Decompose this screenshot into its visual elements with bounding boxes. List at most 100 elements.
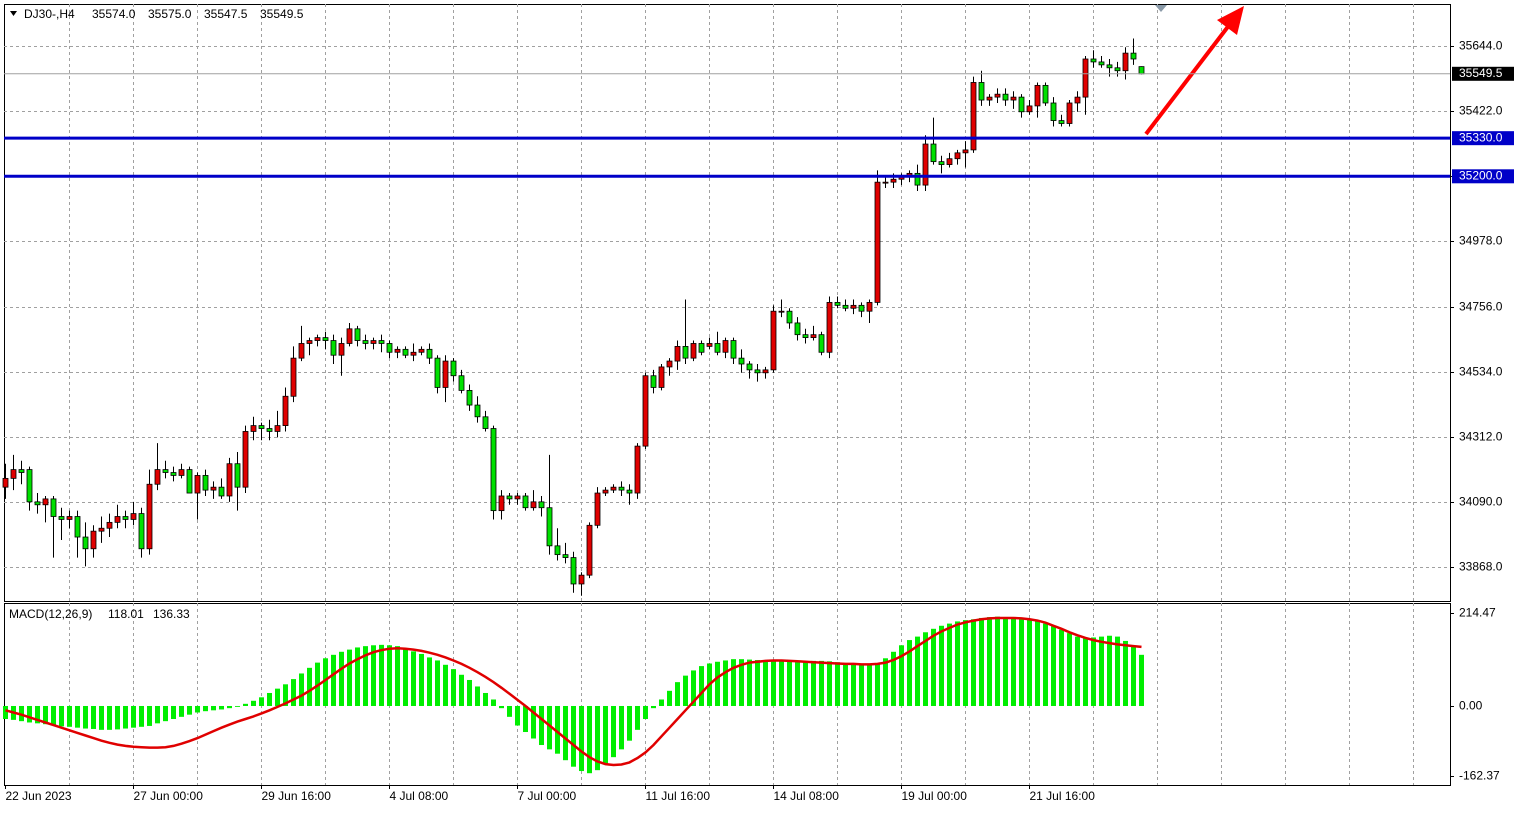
macd-bar: [1099, 636, 1104, 706]
macd-title: MACD(12,26,9): [9, 607, 92, 621]
y-tick-label: 35422.0: [1459, 104, 1503, 118]
macd-bar: [715, 661, 720, 706]
macd-bar: [187, 705, 192, 715]
candle-body: [978, 82, 985, 101]
candle-body: [530, 501, 537, 509]
macd-bar: [1139, 654, 1144, 706]
macd-bar: [643, 705, 648, 719]
macd-bar: [827, 661, 832, 706]
candle-body: [546, 507, 553, 547]
macd-bar: [851, 663, 856, 706]
macd-bar: [1003, 617, 1008, 706]
macd-bar: [835, 662, 840, 706]
candle-body: [498, 495, 505, 512]
candle-body: [762, 369, 769, 374]
y-tick-label: 214.47: [1459, 606, 1496, 620]
candle-body: [666, 360, 673, 368]
header-low: 35547.5: [204, 7, 248, 21]
macd-bar: [1051, 626, 1056, 706]
macd-bar: [987, 617, 992, 706]
candle-body: [394, 348, 401, 353]
macd-bar: [51, 705, 56, 726]
candle-body: [994, 93, 1001, 98]
candle-body: [322, 337, 329, 341]
candle-body: [642, 375, 649, 447]
x-tick-label: 27 Jun 00:00: [134, 789, 204, 803]
macd-bar: [1067, 633, 1072, 706]
candle-body: [202, 475, 209, 491]
candle-body: [1098, 61, 1105, 66]
price-label: 35549.5: [1459, 66, 1503, 80]
candle-body: [250, 425, 257, 432]
macd-bar: [1011, 617, 1016, 706]
candle-body: [730, 340, 737, 359]
price-label-box: [1452, 66, 1514, 81]
candle-body: [890, 178, 897, 183]
candle-body: [66, 516, 73, 520]
macd-bar: [403, 648, 408, 706]
candle-body: [578, 574, 585, 585]
candle-body: [842, 304, 849, 309]
macd-bar: [1115, 636, 1120, 706]
macd-bar: [779, 661, 784, 706]
candle-body: [706, 343, 713, 347]
candle-body: [882, 181, 889, 184]
candle-body: [810, 334, 817, 339]
macd-bar: [1083, 638, 1088, 706]
macd-bar: [819, 660, 824, 706]
macd-bar: [67, 705, 72, 727]
candle-body: [330, 340, 337, 356]
macd-bar: [75, 705, 80, 728]
macd-bar: [555, 705, 560, 754]
y-tick-label: -162.37: [1459, 769, 1500, 783]
macd-bar: [931, 628, 936, 706]
candle-body: [722, 340, 729, 353]
macd-bar: [195, 705, 200, 713]
macd-bar: [227, 705, 232, 709]
macd-bar: [147, 705, 152, 726]
macd-bar: [459, 674, 464, 706]
macd-bar: [411, 651, 416, 706]
candle-body: [986, 96, 993, 101]
candle-body: [562, 554, 569, 558]
macd-bar: [939, 625, 944, 706]
macd-bar: [923, 632, 928, 706]
candle-body: [522, 495, 529, 509]
candle-body: [946, 158, 953, 165]
y-tick-label: 34756.0: [1459, 300, 1503, 314]
macd-bar: [1123, 640, 1128, 706]
macd-bar: [755, 660, 760, 706]
macd-bar: [451, 669, 456, 706]
candle-body: [826, 302, 833, 353]
candle-body: [98, 527, 105, 532]
candle-body: [10, 469, 17, 479]
x-tick-label: 14 Jul 08:00: [774, 789, 840, 803]
candle-body: [450, 360, 457, 377]
macd-bar: [1059, 629, 1064, 706]
candle-body: [1114, 67, 1121, 72]
macd-bar: [107, 705, 112, 730]
macd-bar: [691, 670, 696, 706]
candle-body: [866, 302, 873, 312]
candle-body: [858, 304, 865, 312]
macd-bar: [995, 616, 1000, 706]
candle-body: [1034, 84, 1041, 107]
macd-bar: [259, 697, 264, 706]
macd-bar: [435, 660, 440, 706]
menu-arrow[interactable]: [10, 11, 17, 16]
macd-bar: [539, 705, 544, 746]
macd-bar: [339, 651, 344, 706]
candle-body: [1050, 102, 1057, 121]
candle-body: [482, 416, 489, 429]
macd-bar: [1019, 618, 1024, 706]
macd-bar: [203, 705, 208, 712]
macd-bar: [603, 705, 608, 765]
candle-body: [50, 498, 57, 517]
macd-bar: [1075, 636, 1080, 706]
candle-body: [338, 343, 345, 356]
y-tick-label: 34090.0: [1459, 495, 1503, 509]
candle-body: [618, 486, 625, 491]
y-tick-label: 35644.0: [1459, 39, 1503, 53]
macd-bar: [563, 705, 568, 761]
macd-bar: [387, 645, 392, 706]
